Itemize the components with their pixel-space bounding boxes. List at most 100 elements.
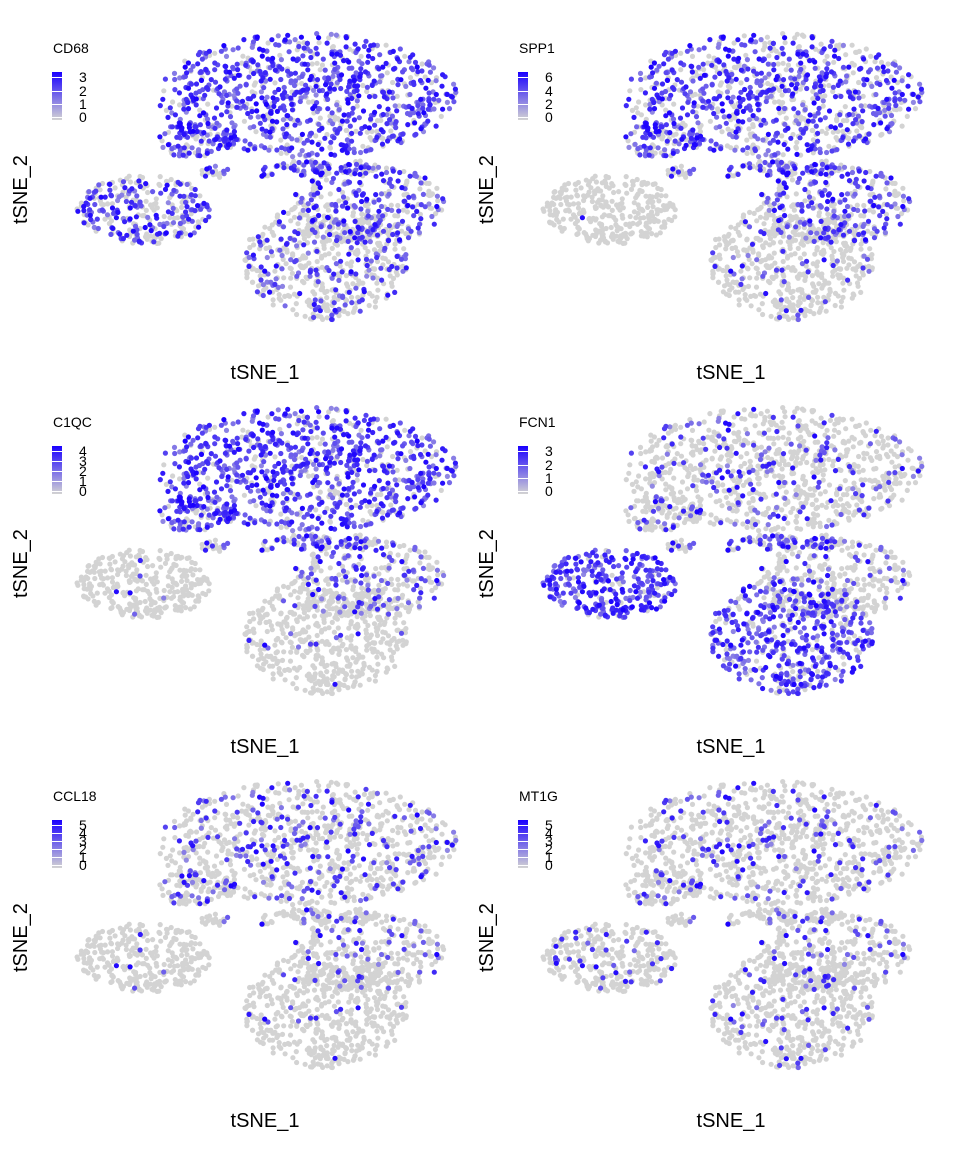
cell-point — [861, 213, 867, 219]
cell-point — [557, 195, 563, 201]
cell-point — [319, 436, 325, 442]
cell-point — [826, 108, 833, 114]
cell-point — [312, 307, 318, 313]
cell-point — [304, 40, 310, 47]
cell-point — [270, 62, 276, 69]
cell-point — [325, 207, 331, 213]
cell-point — [210, 141, 216, 147]
cell-point — [779, 92, 785, 98]
cell-point — [105, 201, 111, 207]
cell-point — [658, 193, 664, 199]
cell-point — [792, 267, 798, 274]
cell-point — [834, 147, 840, 153]
cell-point — [779, 83, 785, 89]
cell-point — [802, 186, 808, 193]
cell-point — [433, 91, 439, 98]
cell-point — [333, 261, 339, 267]
cell-point — [148, 202, 154, 208]
cell-point — [784, 255, 791, 261]
cell-point — [619, 200, 625, 206]
cell-point — [161, 213, 167, 220]
cell-point — [764, 263, 770, 269]
cell-point — [616, 189, 622, 195]
cell-point — [418, 202, 424, 208]
cell-point — [679, 136, 685, 142]
cell-point — [221, 43, 227, 49]
cell-point — [846, 64, 852, 70]
cell-point — [760, 243, 766, 249]
cell-point — [196, 147, 202, 153]
cell-point — [676, 141, 682, 147]
cell-point — [892, 201, 898, 207]
cell-point — [425, 77, 431, 83]
cell-point — [296, 159, 302, 166]
cell-point — [355, 46, 361, 52]
cell-point — [696, 47, 702, 53]
cell-point — [801, 33, 807, 39]
cell-point — [107, 187, 113, 193]
cell-point — [598, 203, 604, 209]
cell-point — [235, 45, 241, 51]
cell-point — [800, 51, 806, 57]
cell-point — [674, 77, 680, 83]
cell-point — [307, 273, 313, 279]
cell-point — [733, 225, 739, 232]
cell-point — [694, 135, 700, 141]
cell-point — [861, 230, 867, 236]
cell-point — [86, 563, 92, 569]
cell-point — [803, 263, 809, 269]
cell-point — [278, 236, 284, 242]
cell-point — [889, 121, 895, 127]
cell-point — [843, 79, 849, 85]
cell-point — [312, 297, 318, 303]
cell-point — [609, 207, 615, 213]
cell-point — [366, 94, 373, 100]
cell-point — [784, 298, 790, 304]
cell-point — [341, 112, 347, 118]
scatter-plot — [74, 405, 459, 697]
cell-point — [148, 602, 154, 608]
cell-point — [331, 271, 337, 277]
cell-point — [789, 82, 795, 88]
cell-point — [351, 77, 357, 83]
cell-point — [828, 202, 835, 208]
cell-point — [345, 205, 351, 211]
cell-point — [719, 129, 725, 135]
cell-point — [295, 230, 301, 237]
cell-point — [670, 85, 676, 91]
cell-point — [99, 201, 105, 207]
cell-point — [695, 103, 701, 109]
cell-point — [229, 120, 235, 126]
cell-point — [234, 86, 240, 92]
cell-point — [151, 239, 157, 245]
cell-point — [307, 299, 313, 305]
cell-point — [415, 69, 421, 75]
cell-point — [891, 77, 897, 83]
cell-point — [724, 78, 730, 84]
cell-point — [783, 308, 789, 314]
cell-point — [190, 198, 196, 204]
cell-point — [327, 191, 333, 197]
cell-point — [864, 256, 871, 262]
cell-point — [258, 78, 264, 84]
cell-point — [874, 65, 881, 71]
cell-point — [585, 238, 591, 244]
cell-point — [768, 313, 774, 319]
cell-point — [797, 300, 803, 306]
cell-point — [797, 255, 803, 261]
cell-point — [641, 215, 647, 221]
cell-point — [782, 35, 788, 41]
cell-point — [385, 238, 392, 244]
cell-point — [181, 145, 187, 151]
cell-point — [807, 308, 813, 314]
cell-point — [716, 236, 722, 242]
cell-point — [627, 221, 633, 227]
cell-point — [741, 33, 747, 39]
cell-point — [705, 60, 711, 66]
cell-point — [827, 43, 833, 50]
cell-point — [174, 134, 180, 140]
cell-point — [334, 242, 340, 248]
cell-point — [685, 99, 691, 105]
cell-point — [311, 87, 317, 93]
cell-point — [378, 73, 384, 79]
